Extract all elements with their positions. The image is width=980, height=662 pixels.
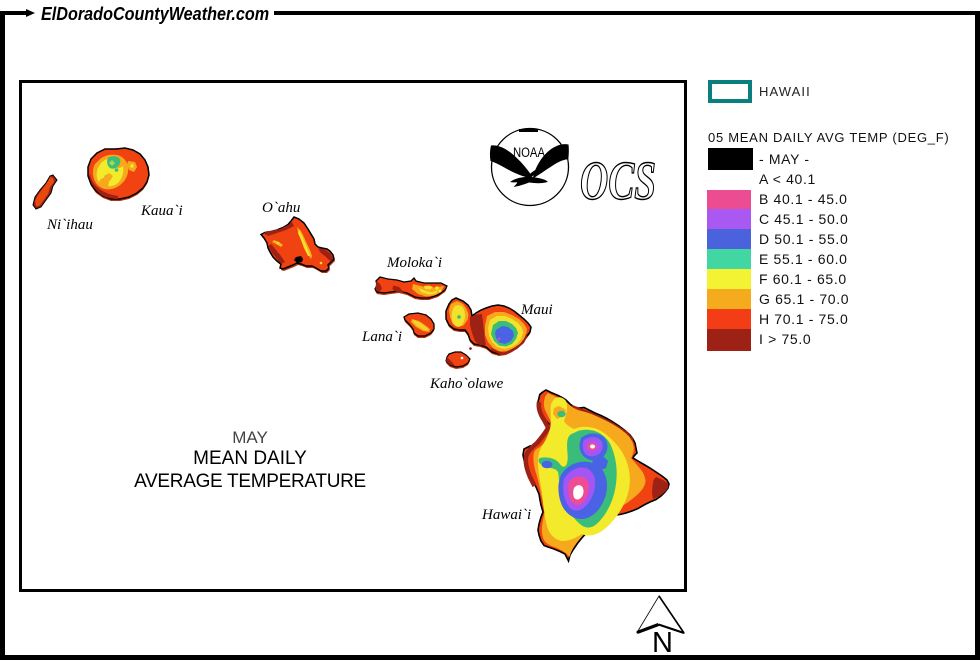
svg-text:OCS: OCS (580, 150, 656, 211)
svg-text:NOAA: NOAA (513, 145, 545, 160)
